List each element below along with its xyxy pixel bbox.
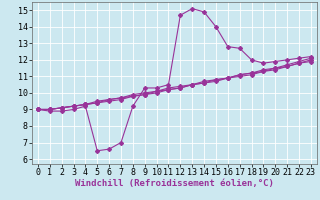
X-axis label: Windchill (Refroidissement éolien,°C): Windchill (Refroidissement éolien,°C) <box>75 179 274 188</box>
